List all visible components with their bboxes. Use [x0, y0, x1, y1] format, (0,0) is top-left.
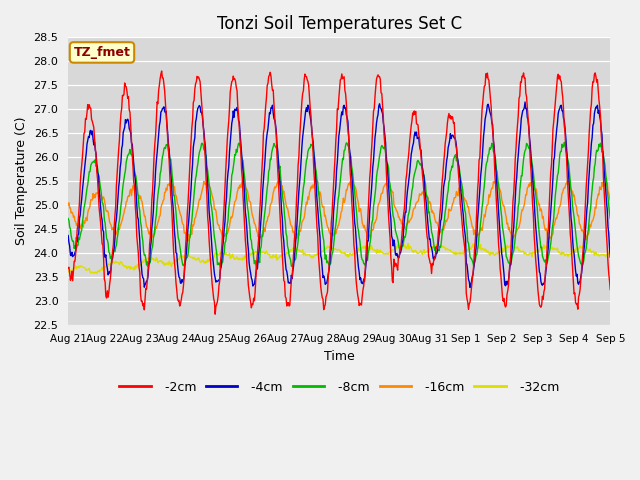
Y-axis label: Soil Temperature (C): Soil Temperature (C)	[15, 117, 28, 245]
X-axis label: Time: Time	[324, 350, 355, 363]
Legend:  -2cm,  -4cm,  -8cm,  -16cm,  -32cm: -2cm, -4cm, -8cm, -16cm, -32cm	[115, 376, 564, 399]
Text: TZ_fmet: TZ_fmet	[74, 46, 131, 59]
Title: Tonzi Soil Temperatures Set C: Tonzi Soil Temperatures Set C	[216, 15, 462, 33]
